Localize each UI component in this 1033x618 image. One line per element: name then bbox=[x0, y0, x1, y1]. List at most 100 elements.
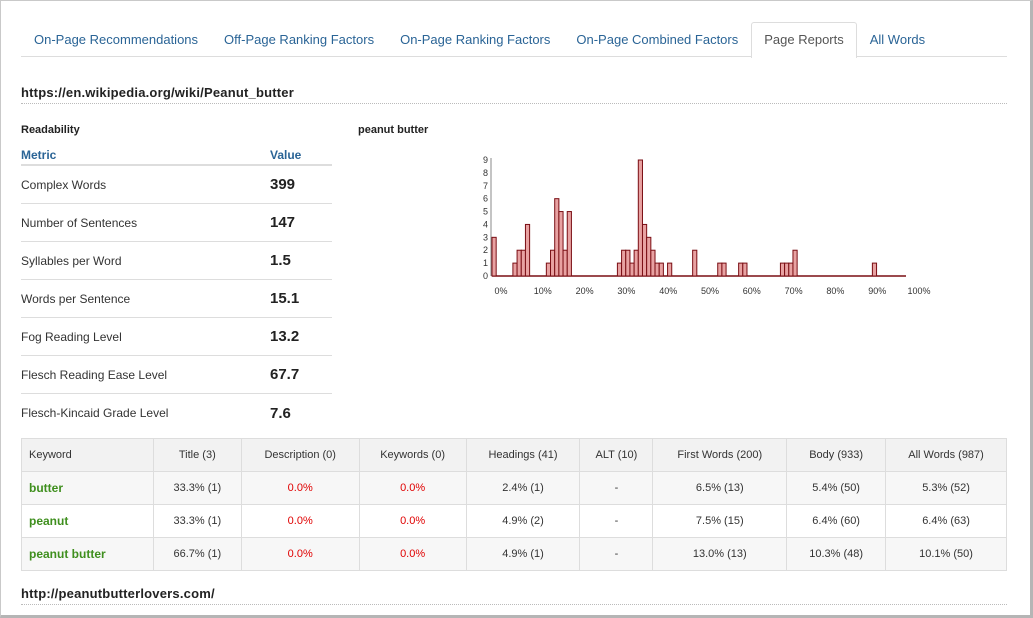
x-tick-label: 90% bbox=[868, 286, 886, 296]
chart-bar bbox=[554, 198, 560, 277]
chart-bar bbox=[692, 249, 698, 277]
metric-value: 147 bbox=[270, 214, 296, 231]
chart-bar bbox=[738, 262, 744, 277]
x-tick-label: 60% bbox=[743, 286, 761, 296]
alt-cell: - bbox=[579, 537, 654, 571]
column-header-body: Body (933) bbox=[786, 438, 887, 472]
y-tick-label: 9 bbox=[483, 155, 488, 165]
column-header-first-words: First Words (200) bbox=[652, 438, 788, 472]
chart-title: peanut butter bbox=[358, 124, 429, 136]
chart-bar bbox=[871, 262, 878, 277]
chart-bar bbox=[520, 249, 526, 277]
readability-row: Syllables per Word 1.5 bbox=[21, 242, 332, 280]
description-cell: 0.0% bbox=[240, 504, 360, 538]
chart-bar bbox=[516, 249, 522, 277]
chart-bar bbox=[558, 211, 564, 277]
tab-off-page-ranking-factors[interactable]: Off-Page Ranking Factors bbox=[224, 32, 375, 47]
tab-on-page-ranking-factors[interactable]: On-Page Ranking Factors bbox=[400, 32, 551, 47]
chart-bar bbox=[566, 211, 572, 277]
tab-on-page-combined-factors[interactable]: On-Page Combined Factors bbox=[576, 32, 739, 47]
chart-bar bbox=[512, 262, 518, 277]
y-tick-label: 3 bbox=[483, 232, 488, 242]
metric-label: Flesch-Kincaid Grade Level bbox=[21, 406, 169, 420]
chart-bar bbox=[788, 262, 794, 277]
chart-bar bbox=[641, 223, 648, 277]
chart-bar bbox=[650, 249, 656, 277]
metric-column-header: Metric bbox=[21, 148, 57, 162]
chart-bar bbox=[646, 236, 652, 277]
headings-cell: 4.9% (2) bbox=[465, 504, 581, 538]
y-tick-label: 0 bbox=[483, 271, 488, 281]
chart-bar bbox=[491, 236, 497, 277]
table-row: butter 33.3% (1) 0.0% 0.0% 2.4% (1) - 6.… bbox=[21, 471, 1007, 505]
tab-all-words[interactable]: All Words bbox=[869, 32, 926, 47]
x-tick-label: 80% bbox=[826, 286, 844, 296]
chart-bar bbox=[629, 262, 635, 277]
x-tick-label: 50% bbox=[701, 286, 719, 296]
readability-title: Readability bbox=[21, 124, 80, 136]
description-cell: 0.0% bbox=[240, 537, 360, 571]
first-words-cell: 6.5% (13) bbox=[652, 471, 788, 505]
chart-bar bbox=[524, 223, 531, 277]
description-cell: 0.0% bbox=[240, 471, 360, 505]
body-cell: 10.3% (48) bbox=[786, 537, 887, 571]
chart-bar bbox=[562, 249, 568, 277]
report-tabs: On-Page Recommendations Off-Page Ranking… bbox=[21, 22, 1007, 58]
chart-bar bbox=[742, 262, 748, 277]
metric-value: 67.7 bbox=[270, 366, 300, 383]
chart-bar bbox=[616, 262, 623, 277]
y-tick-label: 4 bbox=[483, 219, 488, 229]
metric-label: Fog Reading Level bbox=[21, 329, 122, 344]
readability-row: Complex Words 399 bbox=[21, 166, 332, 204]
chart-bar bbox=[658, 262, 664, 277]
headings-cell: 2.4% (1) bbox=[465, 471, 581, 505]
metric-value: 7.6 bbox=[270, 404, 291, 422]
readability-row: Words per Sentence 15.1 bbox=[21, 280, 332, 318]
readability-row: Flesch Reading Ease Level 67.7 bbox=[21, 356, 332, 394]
readability-row: Flesch-Kincaid Grade Level 7.6 bbox=[21, 394, 332, 432]
headings-cell: 4.9% (1) bbox=[465, 537, 581, 571]
column-header-title: Title (3) bbox=[152, 438, 242, 472]
alt-cell: - bbox=[579, 471, 654, 505]
chart-bar bbox=[667, 262, 673, 277]
keyword-density-table: Keyword Title (3) Description (0) Keywor… bbox=[21, 438, 1007, 571]
metric-value: 13.2 bbox=[270, 328, 300, 345]
chart-bar bbox=[637, 159, 643, 277]
keyword-cell: butter bbox=[21, 471, 154, 505]
column-header-description: Description (0) bbox=[240, 438, 360, 472]
keywords-cell: 0.0% bbox=[358, 504, 467, 538]
chart-bar bbox=[792, 249, 798, 277]
tab-on-page-recommendations[interactable]: On-Page Recommendations bbox=[34, 32, 199, 47]
chart-bar bbox=[625, 249, 631, 277]
keyword-cell: peanut butter bbox=[21, 537, 154, 571]
y-tick-label: 6 bbox=[483, 194, 488, 204]
x-tick-label: 10% bbox=[534, 286, 552, 296]
metric-value: 399 bbox=[270, 176, 296, 193]
first-words-cell: 13.0% (13) bbox=[652, 537, 788, 571]
body-cell: 5.4% (50) bbox=[786, 471, 887, 505]
readability-header: Metric Value bbox=[21, 148, 332, 166]
x-tick-label: 70% bbox=[785, 286, 803, 296]
y-tick-label: 1 bbox=[483, 258, 488, 268]
column-header-keyword: Keyword bbox=[21, 438, 154, 472]
report-url: https://en.wikipedia.org/wiki/Peanut_but… bbox=[21, 85, 294, 100]
keyword-cell: peanut bbox=[21, 504, 154, 538]
keywords-cell: 0.0% bbox=[358, 537, 467, 571]
column-header-headings: Headings (41) bbox=[465, 438, 581, 472]
x-tick-label: 0% bbox=[494, 286, 507, 296]
chart-bar bbox=[621, 249, 627, 277]
chart-bar bbox=[717, 262, 723, 277]
title-cell: 66.7% (1) bbox=[152, 537, 242, 571]
title-cell: 33.3% (1) bbox=[152, 471, 242, 505]
chart-bar bbox=[721, 262, 727, 277]
chart-bar bbox=[550, 249, 556, 277]
readability-table: Metric Value Complex Words 399 Number of… bbox=[21, 148, 332, 432]
alt-cell: - bbox=[579, 504, 654, 538]
first-words-cell: 7.5% (15) bbox=[652, 504, 788, 538]
tab-page-reports[interactable]: Page Reports bbox=[751, 22, 857, 58]
x-tick-label: 20% bbox=[576, 286, 594, 296]
chart-bar bbox=[784, 262, 790, 277]
table-row: peanut butter 66.7% (1) 0.0% 0.0% 4.9% (… bbox=[21, 537, 1007, 571]
